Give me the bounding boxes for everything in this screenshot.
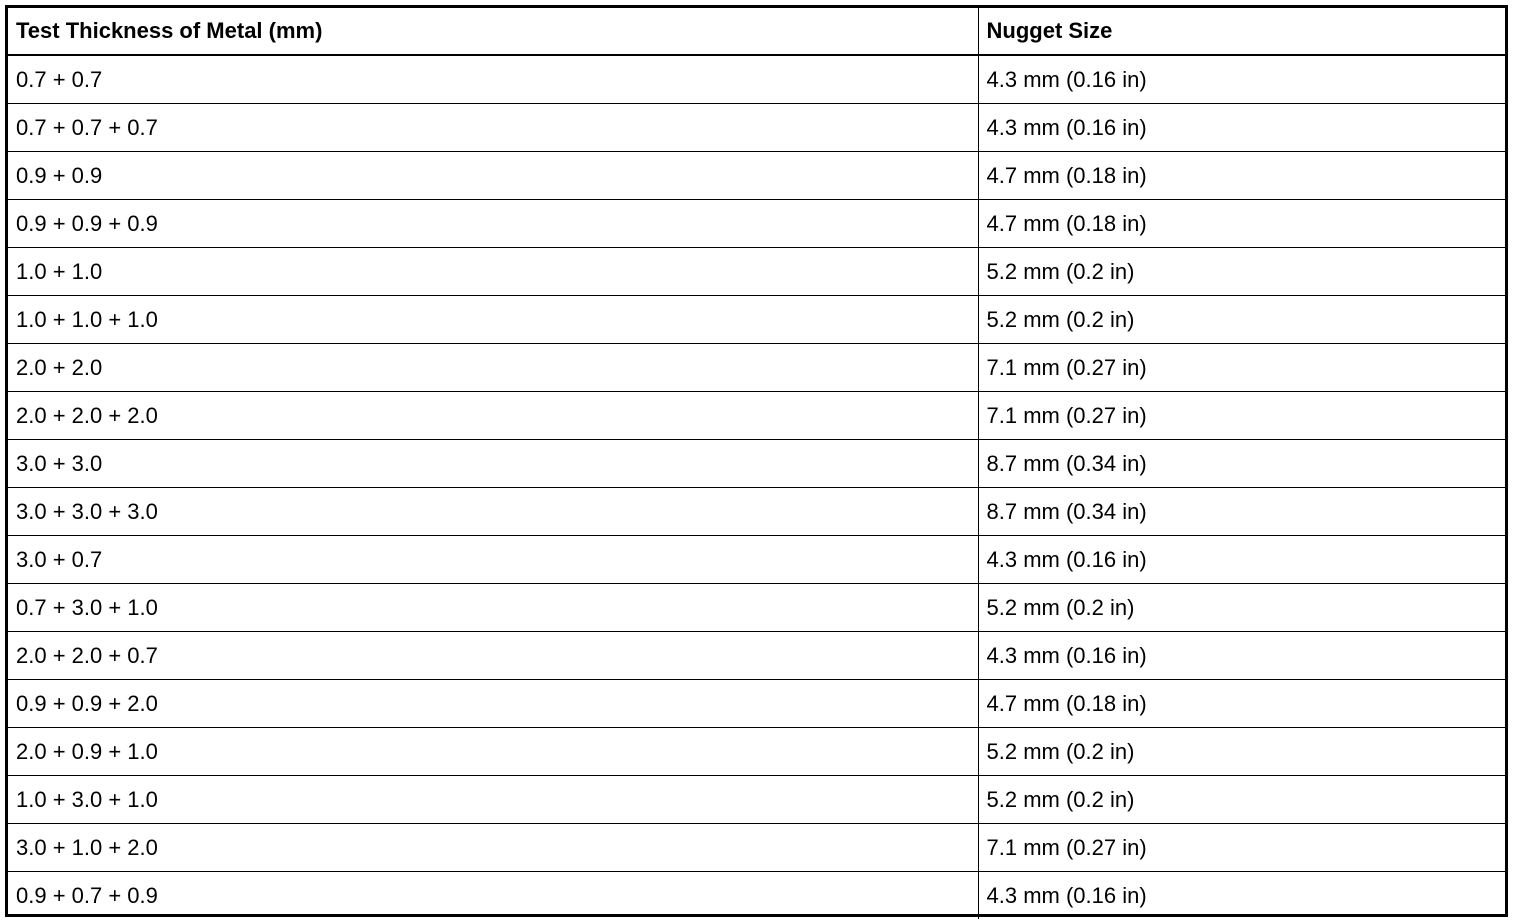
table-row: 0.9 + 0.9 + 0.9 4.7 mm (0.18 in) [8, 199, 1505, 248]
cell-test-thickness: 0.9 + 0.9 + 2.0 [8, 679, 979, 728]
table-row: 3.0 + 3.0 8.7 mm (0.34 in) [8, 439, 1505, 488]
cell-nugget-size: 8.7 mm (0.34 in) [978, 439, 1505, 488]
cell-nugget-size: 7.1 mm (0.27 in) [978, 391, 1505, 440]
cell-test-thickness: 0.9 + 0.9 [8, 151, 979, 200]
cell-test-thickness: 0.7 + 0.7 + 0.7 [8, 103, 979, 152]
cell-nugget-size: 4.7 mm (0.18 in) [978, 199, 1505, 248]
table-row: 2.0 + 2.0 + 0.7 4.3 mm (0.16 in) [8, 631, 1505, 680]
cell-nugget-size: 5.2 mm (0.2 in) [978, 247, 1505, 296]
cell-nugget-size: 5.2 mm (0.2 in) [978, 727, 1505, 776]
cell-nugget-size: 4.7 mm (0.18 in) [978, 151, 1505, 200]
table-header-row: Test Thickness of Metal (mm) Nugget Size [8, 8, 1505, 56]
table-row: 2.0 + 0.9 + 1.0 5.2 mm (0.2 in) [8, 727, 1505, 776]
header-test-thickness: Test Thickness of Metal (mm) [8, 8, 979, 56]
table-row: 0.7 + 3.0 + 1.0 5.2 mm (0.2 in) [8, 583, 1505, 632]
table-row: 3.0 + 0.7 4.3 mm (0.16 in) [8, 535, 1505, 584]
cell-nugget-size: 4.3 mm (0.16 in) [986, 66, 1147, 92]
table-row: 3.0 + 1.0 + 2.0 7.1 mm (0.27 in) [8, 823, 1505, 872]
cell-test-thickness: 0.7 + 3.0 + 1.0 [8, 583, 979, 632]
cell-test-thickness: 0.9 + 0.7 + 0.9 [8, 871, 979, 919]
cell-test-thickness: 3.0 + 1.0 + 2.0 [8, 823, 979, 872]
cell-test-thickness: 3.0 + 0.7 [8, 535, 979, 584]
nugget-size-table: Test Thickness of Metal (mm) Nugget Size… [5, 5, 1508, 919]
table-row: 0.9 + 0.7 + 0.9 4.3 mm (0.16 in) [8, 871, 1505, 919]
table-row: 3.0 + 3.0 + 3.0 8.7 mm (0.34 in) [8, 487, 1505, 536]
cell-test-thickness: 1.0 + 1.0 [8, 247, 979, 296]
table-row: 0.9 + 0.9 4.7 mm (0.18 in) [8, 151, 1505, 200]
table-row: 1.0 + 1.0 5.2 mm (0.2 in) [8, 247, 1505, 296]
table-row: 1.0 + 1.0 + 1.0 5.2 mm (0.2 in) [8, 295, 1505, 344]
cell-test-thickness: 1.0 + 3.0 + 1.0 [8, 775, 979, 824]
cell-test-thickness: 0.9 + 0.9 + 0.9 [8, 199, 979, 248]
cell-nugget-size: 5.2 mm (0.2 in) [978, 775, 1505, 824]
table-row: 2.0 + 2.0 7.1 mm (0.27 in) [8, 343, 1505, 392]
cell-test-thickness: 2.0 + 2.0 + 2.0 [8, 391, 979, 440]
cell-nugget-size: 8.7 mm (0.34 in) [978, 487, 1505, 536]
cell-test-thickness: 2.0 + 0.9 + 1.0 [8, 727, 979, 776]
table-row: 0.9 + 0.9 + 2.0 4.7 mm (0.18 in) [8, 679, 1505, 728]
cell-nugget-size: 4.3 mm (0.16 in) [978, 103, 1505, 152]
cell-test-thickness: 2.0 + 2.0 + 0.7 [8, 631, 979, 680]
cell-nugget-size: 4.3 mm (0.16 in) [978, 535, 1505, 584]
table-row: 1.0 + 3.0 + 1.0 5.2 mm (0.2 in) [8, 775, 1505, 824]
cell-nugget-size: 4.3 mm (0.16 in) [978, 871, 1505, 919]
cell-test-thickness: 2.0 + 2.0 [8, 343, 979, 392]
cell-nugget-size: 7.1 mm (0.27 in) [978, 343, 1505, 392]
header-nugget-size: Nugget Size [978, 8, 1505, 56]
cell-nugget-size: 5.2 mm (0.2 in) [978, 583, 1505, 632]
cell-test-thickness: 3.0 + 3.0 + 3.0 [8, 487, 979, 536]
table-row: 0.7 + 0.7 + 0.7 4.3 mm (0.16 in) [8, 103, 1505, 152]
table-row: 2.0 + 2.0 + 2.0 7.1 mm (0.27 in) [8, 391, 1505, 440]
table-row: 0.7 + 0.7 4.3 mm (0.16 in) [8, 55, 1505, 104]
cell-nugget-size: 5.2 mm (0.2 in) [978, 295, 1505, 344]
cell-nugget-size: 4.7 mm (0.18 in) [978, 679, 1505, 728]
cell-test-thickness: 1.0 + 1.0 + 1.0 [8, 295, 979, 344]
cell-nugget-size: 4.3 mm (0.16 in) [978, 631, 1505, 680]
cell-test-thickness: 0.7 + 0.7 [8, 55, 979, 104]
cell-nugget-size: 7.1 mm (0.27 in) [978, 823, 1505, 872]
cell-test-thickness: 3.0 + 3.0 [8, 439, 979, 488]
